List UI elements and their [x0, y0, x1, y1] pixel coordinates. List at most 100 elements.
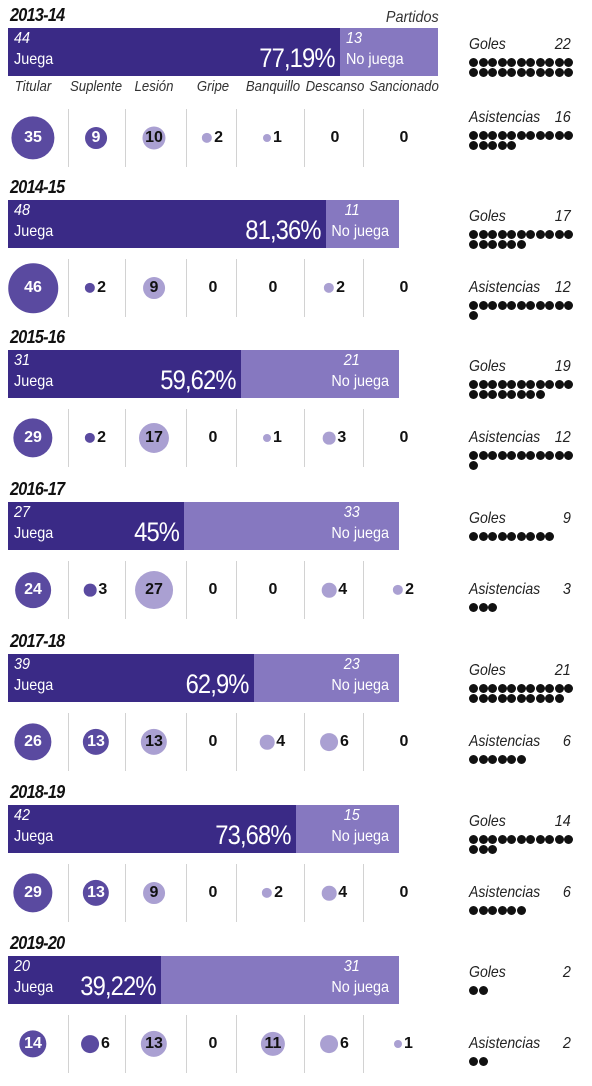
stat-dot [516, 131, 526, 140]
juega-count: 20 [14, 958, 31, 975]
category-cells: 35 9 10 2 1 0 0 [8, 105, 438, 171]
juega-count: 39 [14, 656, 31, 673]
stat-dot [564, 301, 573, 310]
stat-dot [469, 906, 478, 915]
column-divider [363, 109, 364, 167]
stat-dot [507, 58, 516, 67]
count-circle [322, 431, 336, 445]
column-divider [236, 1015, 237, 1073]
column-divider [186, 713, 187, 771]
count-label: 11 [264, 1035, 282, 1052]
count-circle [138, 422, 170, 454]
season-block: 2018-19 42 Juega 73,68% 15 No juega 29 13 9 0 2 4 0 G… [0, 782, 592, 935]
stat-dot [469, 835, 478, 844]
goles-value: 21 [554, 662, 571, 679]
stat-dot [488, 844, 497, 854]
no-juega-count: 31 [343, 958, 360, 975]
stat-dot [526, 67, 535, 77]
column-divider [125, 259, 126, 317]
no-juega-count: 21 [343, 352, 360, 369]
count-circle [143, 882, 165, 904]
column-divider [363, 1015, 364, 1073]
asistencias-label: Asistencias [469, 581, 541, 598]
stat-dot [469, 140, 478, 150]
stat-dot [516, 755, 526, 764]
season-year: 2017-18 [10, 631, 65, 651]
stat-dot [488, 603, 497, 612]
stat-dot [507, 835, 516, 844]
stat-dot [526, 451, 535, 460]
stat-dot [507, 693, 516, 703]
category-headers: Titular Suplente Lesión Gripe Banquillo Desca… [8, 78, 439, 98]
goles-label: Goles [469, 662, 506, 679]
goles: Goles 2 [469, 964, 574, 1014]
stat-dot [516, 58, 526, 67]
count-circle [142, 126, 166, 150]
count-label: 29 [24, 429, 42, 446]
juega-label: Juega [14, 223, 54, 240]
stat-dot [478, 230, 488, 239]
no-juega-count: 23 [343, 656, 360, 673]
count-circle [13, 873, 53, 913]
asistencias-label: Asistencias [469, 429, 541, 446]
stat-dot [516, 684, 526, 693]
category-header: Lesión [134, 78, 174, 95]
column-divider [236, 561, 237, 619]
count-circle [8, 263, 58, 313]
season-year: 2019-20 [10, 933, 65, 953]
stat-dot [516, 239, 526, 249]
stat-dot [554, 693, 564, 703]
category-header: Gripe [196, 78, 230, 95]
stat-dot [564, 835, 573, 844]
season-block: 2019-20 20 Juega 39,22% 31 No juega 14 6 13 0 11 6 1… [0, 933, 592, 1086]
stat-dot [469, 131, 478, 140]
column-divider [363, 561, 364, 619]
count-label: 0 [399, 733, 409, 750]
category-header: Banquillo [245, 78, 301, 95]
goles-value: 14 [554, 813, 571, 830]
count-circle [320, 733, 338, 751]
count-circle [263, 434, 271, 442]
column-divider [125, 109, 126, 167]
stat-dot [507, 389, 516, 399]
stat-dot [478, 131, 488, 140]
bar-segment-no-juega: 15 No juega [296, 805, 399, 853]
count-label: 0 [208, 1035, 218, 1052]
column-divider [236, 409, 237, 467]
no-juega-count: 13 [346, 30, 363, 47]
games-bar: 27 Juega 45% 33 No juega [8, 502, 399, 550]
stat-dot [469, 603, 478, 612]
count-label: 3 [337, 429, 347, 446]
count-circle [321, 582, 337, 598]
goles-value: 17 [554, 208, 571, 225]
stat-dot [554, 684, 564, 693]
stat-dot [497, 906, 507, 915]
asistencias: Asistencias 2 [469, 1035, 574, 1085]
column-divider [236, 109, 237, 167]
category-cells: 24 3 27 0 0 4 2 [8, 557, 438, 623]
goles-label: Goles [469, 964, 506, 981]
stat-dot [497, 693, 507, 703]
count-label: 6 [339, 733, 349, 750]
column-divider [68, 864, 69, 922]
count-label: 6 [100, 1035, 110, 1052]
column-divider [363, 259, 364, 317]
goles-label: Goles [469, 358, 506, 375]
stat-dot [535, 131, 545, 140]
stat-dot [488, 693, 497, 703]
no-juega-count: 33 [343, 504, 360, 521]
season-year: 2016-17 [10, 479, 65, 499]
stat-dot [497, 755, 507, 764]
bar-segment-juega: 31 Juega 59,62% [8, 350, 241, 398]
stat-dot [526, 131, 535, 140]
bar-segment-juega: 48 Juega 81,36% [8, 200, 326, 248]
count-label: 0 [399, 129, 409, 146]
stat-dot [469, 693, 478, 703]
column-divider [125, 409, 126, 467]
asistencias-value: 6 [562, 733, 571, 750]
stat-dot [488, 532, 497, 541]
games-bar: 20 Juega 39,22% 31 No juega [8, 956, 399, 1004]
goles: Goles 21 [469, 662, 574, 712]
stat-dot [497, 301, 507, 310]
stat-dot [478, 67, 488, 77]
